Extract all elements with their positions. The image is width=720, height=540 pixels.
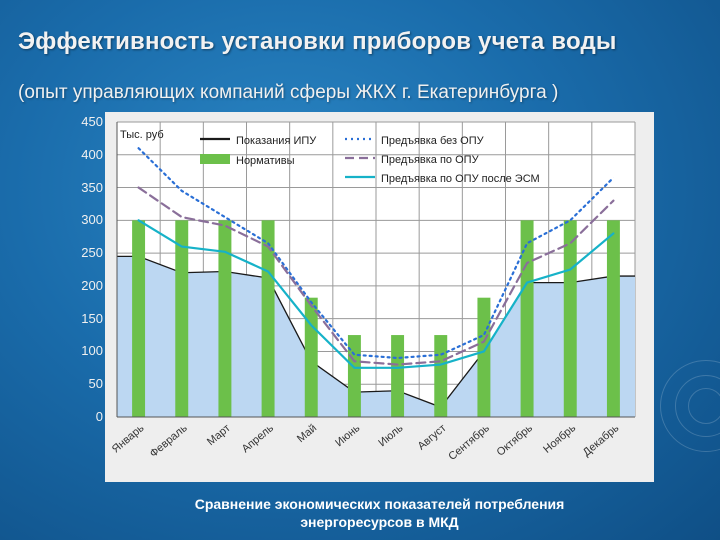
bar-normative	[304, 297, 318, 417]
y-tick-label: 50	[88, 376, 103, 392]
page-title: Эффективность установки приборов учета в…	[18, 28, 617, 55]
y-axis-label: Тыс. руб	[120, 129, 164, 141]
y-tick-label: 400	[81, 146, 103, 162]
legend-label: Показания ИПУ	[236, 135, 317, 147]
x-tick-label: Май	[295, 422, 319, 445]
legend-label: Нормативы	[236, 155, 295, 167]
y-tick-label: 200	[81, 277, 103, 293]
y-tick-label: 350	[81, 179, 103, 195]
bar-normative	[434, 335, 448, 417]
x-tick-label: Август	[416, 422, 449, 452]
legend-label: Предъявка по ОПУ после ЭСМ	[381, 173, 540, 185]
legend-label: Предъявка по ОПУ	[381, 154, 480, 166]
legend-item: Нормативы	[200, 154, 295, 167]
series-line-2	[137, 147, 615, 360]
bar-normative	[563, 220, 577, 417]
chart-svg: Январь Февраль Март Апрель Май Июнь Июль Август…	[110, 121, 636, 463]
x-tick-label: Февраль	[148, 422, 190, 460]
line-layer	[137, 147, 615, 369]
page-subtitle: (опыт управляющих компаний сферы ЖКХ г. …	[18, 82, 559, 103]
y-tick-label: 100	[81, 343, 103, 359]
y-tick-label: 150	[81, 310, 103, 326]
x-tick-label: Март	[205, 422, 233, 448]
y-tick-label: 0	[95, 409, 103, 424]
caption-line-2: энергоресурсов в МКД	[300, 514, 459, 530]
x-tick-label: Январь	[110, 422, 147, 456]
legend-item: Показания ИПУ	[200, 135, 317, 147]
x-tick-label: Ноябрь	[541, 422, 578, 456]
legend-swatch	[200, 154, 230, 164]
legend: Показания ИПУ Нормативы Предъявка без ОПУ П…	[200, 135, 540, 185]
ipu-line	[117, 255, 635, 408]
bar-normative	[606, 220, 620, 417]
x-tick-label: Июнь	[333, 422, 362, 449]
legend-item: Предъявка по ОПУ после ЭСМ	[345, 173, 540, 185]
bar-normative	[175, 220, 189, 417]
ripple-decoration-3	[688, 388, 720, 424]
caption-line-1: Сравнение экономических показателей потр…	[194, 496, 565, 512]
chart-caption: Сравнение экономических показателей потр…	[105, 495, 654, 531]
x-tick-label: Сентябрь	[446, 422, 492, 463]
bar-normative	[520, 220, 534, 417]
bar-normative	[477, 297, 491, 417]
legend-label: Предъявка без ОПУ	[381, 135, 485, 147]
legend-item: Предъявка по ОПУ	[345, 154, 480, 166]
y-tick-label: 300	[81, 212, 103, 228]
x-tick-label: Июль	[376, 422, 405, 449]
y-tick-label: 450	[81, 114, 103, 129]
bar-normative	[391, 335, 405, 417]
bar-normative	[347, 335, 361, 417]
series-line-4	[137, 219, 615, 369]
chart-panel: Январь Февраль Март Апрель Май Июнь Июль Август…	[105, 112, 654, 482]
y-tick-label: 250	[81, 245, 103, 261]
legend-item: Предъявка без ОПУ	[345, 135, 485, 147]
bar-normative	[132, 220, 146, 417]
x-tick-label: Октябрь	[495, 422, 536, 459]
ipu-area	[117, 256, 635, 417]
x-tick-label: Апрель	[240, 422, 277, 455]
x-tick-label: Декабрь	[581, 422, 622, 459]
series-line-3	[137, 186, 615, 366]
bar-normative	[218, 220, 232, 417]
